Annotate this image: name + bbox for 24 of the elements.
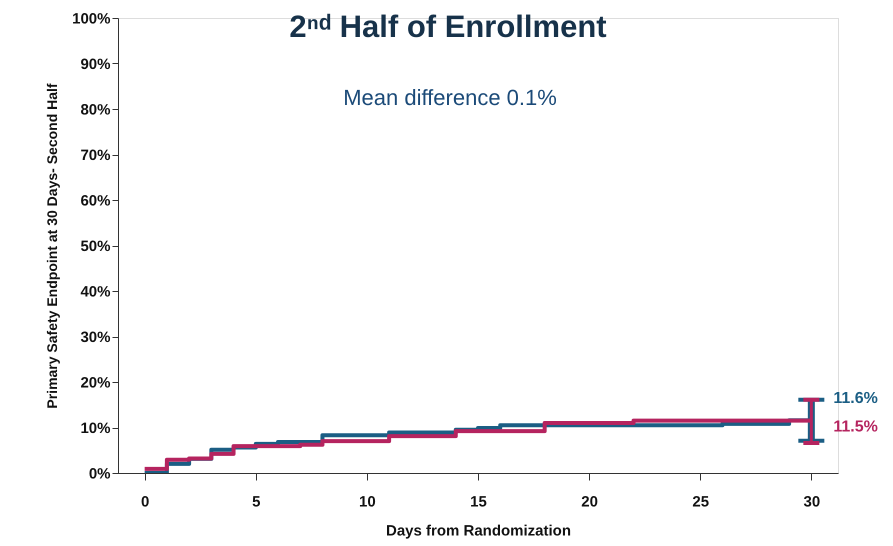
y-tick-label: 100%	[72, 10, 110, 28]
y-tick-label: 10%	[80, 420, 110, 437]
x-tick-label: 25	[692, 494, 710, 510]
y-tick-label: 0%	[88, 466, 110, 482]
x-tick-label: 30	[803, 494, 820, 510]
y-tick-label: 70%	[80, 147, 110, 164]
y-tick-label: 40%	[80, 284, 110, 300]
y-tick-label: 50%	[80, 238, 110, 255]
chart-title: 2ⁿᵈ Half of Enrollment	[289, 9, 607, 44]
y-tick-label: 80%	[80, 102, 110, 118]
annotation: Mean difference 0.1%	[343, 85, 557, 110]
y-tick-label: 30%	[80, 329, 110, 346]
data-label: 11.5%	[833, 418, 878, 436]
y-tick-label: 90%	[80, 56, 110, 73]
x-tick-label: 0	[140, 494, 150, 510]
y-tick-label: 20%	[80, 374, 110, 392]
x-tick-label: 5	[252, 494, 260, 510]
y-tick-label: 60%	[80, 192, 110, 210]
x-tick-label: 15	[470, 494, 487, 510]
x-axis-title: Days from Randomization	[386, 522, 572, 540]
y-axis-title: Primary Safety Endpoint at 30 Days- Second Half	[44, 83, 60, 409]
x-tick-label: 10	[359, 494, 376, 510]
data-label: 11.6%	[833, 390, 878, 408]
x-tick-label: 20	[581, 494, 598, 510]
